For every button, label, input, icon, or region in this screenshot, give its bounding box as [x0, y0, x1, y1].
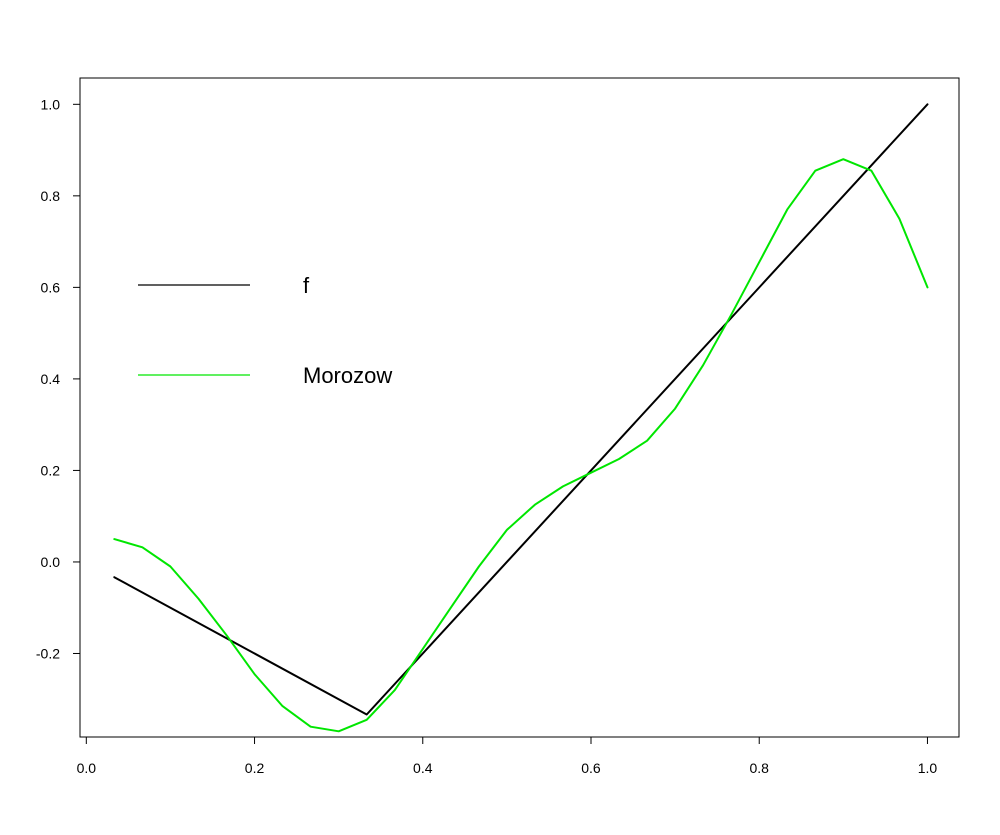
plot-frame [79, 77, 960, 738]
y-tick-label: 0.2 [41, 462, 61, 478]
x-tick-label: 0.4 [413, 760, 433, 776]
y-tick-label: -0.2 [36, 645, 60, 661]
y-tick-label: 0.0 [41, 554, 61, 570]
x-axis: 0.0 0.2 0.4 0.6 0.8 1.0 [77, 736, 938, 776]
x-tick-label: 1.0 [918, 760, 938, 776]
legend-label: Morozow [303, 363, 392, 388]
x-tick-label: 0.0 [77, 760, 97, 776]
series-line-0 [113, 103, 929, 716]
series-line-1 [113, 158, 929, 733]
y-tick-label: 0.8 [41, 188, 61, 204]
legend: f Morozow [138, 273, 392, 388]
y-axis: -0.2 0.0 0.2 0.4 0.6 0.8 1.0 [36, 96, 81, 661]
y-tick-label: 1.0 [41, 96, 61, 112]
y-tick-label: 0.6 [41, 279, 61, 295]
x-tick-label: 0.6 [581, 760, 601, 776]
x-tick-label: 0.2 [245, 760, 265, 776]
y-tick-label: 0.4 [41, 371, 61, 387]
series-layer [113, 103, 929, 733]
legend-label: f [303, 273, 310, 298]
x-tick-label: 0.8 [749, 760, 769, 776]
